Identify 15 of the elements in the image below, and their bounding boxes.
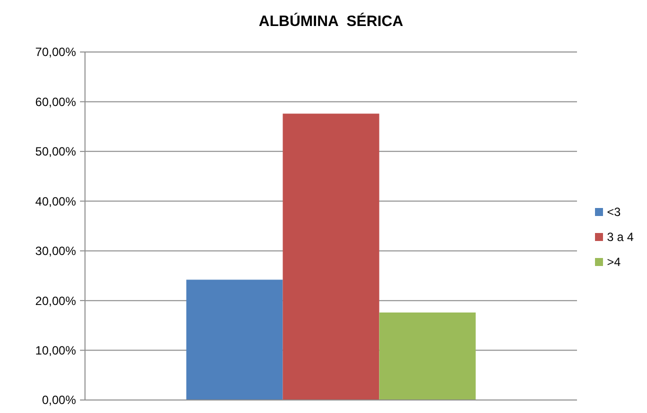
legend-label: >4 bbox=[607, 255, 622, 270]
y-tick-label: 20,00% bbox=[35, 294, 76, 308]
bar bbox=[282, 114, 380, 400]
y-tick-label: 30,00% bbox=[35, 244, 76, 258]
bar bbox=[379, 312, 476, 400]
y-tick-label: 50,00% bbox=[35, 144, 76, 159]
y-tick-label: 40,00% bbox=[35, 194, 76, 208]
chart-title: ALBÚMINA SÉRICA bbox=[258, 12, 404, 30]
y-tick-label: 70,00% bbox=[35, 45, 76, 60]
bar bbox=[186, 280, 283, 400]
y-tick-label: 10,00% bbox=[35, 343, 76, 358]
legend-label: 3 a 4 bbox=[607, 230, 634, 244]
y-tick-label: 0,00% bbox=[42, 393, 76, 408]
legend-label: <3 bbox=[607, 205, 622, 220]
y-tick-label: 60,00% bbox=[35, 94, 76, 109]
